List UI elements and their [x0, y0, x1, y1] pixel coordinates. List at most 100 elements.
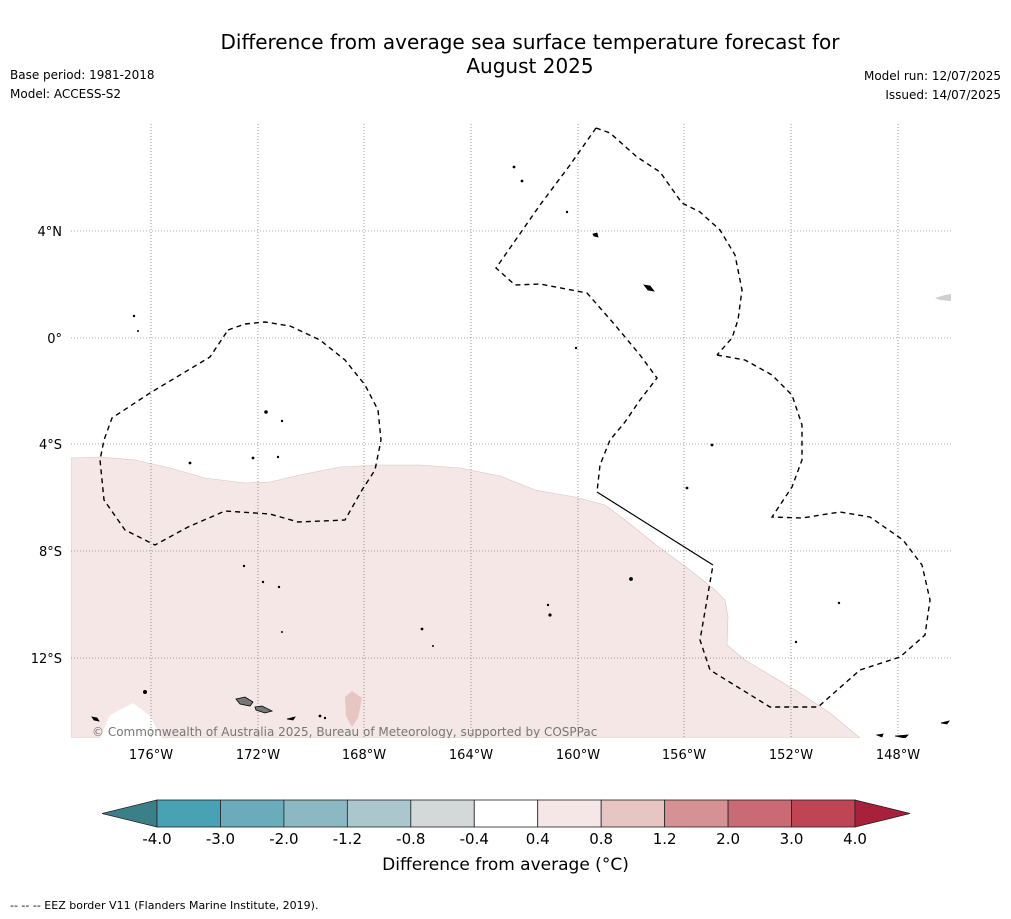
lat-label: 4°S [39, 438, 62, 453]
islands [91, 165, 950, 738]
map-title: Difference from average sea surface temp… [180, 30, 880, 78]
base-period-text: Base period: 1981-2018 [10, 68, 155, 82]
lon-label: 176°W [129, 748, 173, 763]
islet [136, 329, 139, 332]
colorbar-tick-label: 1.2 [653, 830, 677, 848]
colorbar-tick-label: 0.4 [526, 830, 550, 848]
colorbar-tick-label: -0.4 [460, 830, 489, 848]
islet [280, 631, 283, 634]
edge-sliver [935, 294, 951, 301]
anomaly-gap [100, 703, 162, 738]
colorbar-cell [600, 799, 666, 828]
meta-left: Base period: 1981-2018 Model: ACCESS-S2 [10, 66, 155, 104]
colorbar-unit: °C [601, 855, 623, 875]
islet [574, 346, 578, 350]
colorbar-cell [410, 799, 475, 828]
lon-label: 172°W [236, 748, 280, 763]
islet [548, 613, 552, 617]
lat-label: 0° [47, 332, 62, 347]
colorbar-cell [346, 799, 412, 828]
islet [546, 603, 550, 607]
colorbar-tick-label: 3.0 [780, 830, 804, 848]
colorbar-cell [283, 799, 348, 828]
colorbar-cell [220, 799, 285, 828]
lat-label: 8°S [39, 545, 62, 560]
islet [431, 645, 434, 648]
colorbar-cell [664, 799, 729, 828]
eez-border-central-south [699, 354, 931, 708]
lon-label: 160°W [556, 748, 600, 763]
islet [894, 734, 910, 738]
islet [286, 716, 296, 721]
islet [276, 455, 280, 459]
colorbar-under-arrow [101, 799, 158, 828]
islet [264, 410, 268, 414]
islet [420, 627, 424, 631]
islet [794, 640, 798, 644]
islet [323, 716, 327, 720]
colorbar-ticks: -4.0 -3.0 -2.0 -1.2 -0.8 -0.4 0.4 0.8 1.2 2.0 3.0 4… [142, 830, 867, 848]
meta-right: Model run: 12/07/2025 Issued: 14/07/2025 [864, 67, 1001, 105]
islet [710, 443, 714, 447]
colorbar-cell [473, 799, 539, 828]
colorbar-cell [727, 799, 792, 828]
title-line-2: August 2025 [466, 54, 594, 78]
island-large-2 [254, 705, 274, 714]
colorbar-tick-label: -2.0 [269, 830, 298, 848]
colorbar-tick-label: -3.0 [206, 830, 235, 848]
latitude-labels: 4°N 0° 4°S 8°S 12°S [31, 225, 62, 667]
copyright-text: © Commonwealth of Australia 2025, Bureau… [92, 725, 597, 739]
islet [565, 210, 569, 214]
islet [251, 456, 255, 460]
footer-note: -- -- -- EEZ border V11 (Flanders Marine… [10, 899, 319, 912]
title-line-1: Difference from average sea surface temp… [220, 30, 840, 54]
islet [512, 165, 516, 169]
eez-border-central-west [495, 127, 658, 493]
colorbar-tick-label: -0.8 [396, 830, 425, 848]
islet [940, 720, 950, 725]
anomaly-region [71, 456, 861, 738]
lon-label: 168°W [342, 748, 386, 763]
island-large-1 [235, 696, 254, 707]
lon-label: 148°W [876, 748, 920, 763]
colorbar-cell [156, 799, 221, 828]
colorbar-tick-label: -1.2 [333, 830, 362, 848]
colorbar-cell [537, 799, 602, 828]
boundary-solid [596, 491, 714, 566]
lon-label: 164°W [449, 748, 493, 763]
islet [592, 232, 599, 238]
colorbar-label-text: Difference from average ( [382, 855, 602, 875]
colorbar-cell [791, 799, 856, 828]
eez-border-west [99, 321, 382, 546]
colorbar-cells [156, 799, 856, 828]
colorbar-tick-label: -4.0 [142, 830, 171, 848]
islet [261, 580, 265, 584]
colorbar-over-arrow [854, 799, 911, 828]
islet [629, 577, 633, 581]
lat-label: 12°S [31, 652, 62, 667]
islet [277, 585, 281, 589]
model-text: Model: ACCESS-S2 [10, 87, 122, 101]
lon-label: 156°W [662, 748, 706, 763]
islet [242, 564, 246, 568]
model-run-text: Model run: 12/07/2025 [863, 69, 1001, 83]
islet [685, 486, 689, 490]
gridlines [71, 124, 951, 738]
anomaly-patch [345, 691, 362, 727]
lon-label: 152°W [769, 748, 813, 763]
eez-borders [99, 127, 931, 708]
islet [188, 461, 192, 465]
longitude-labels: 176°W 172°W 168°W 164°W 160°W 156°W 152°… [129, 748, 920, 763]
colorbar-tick-label: 0.8 [589, 830, 613, 848]
islet [132, 314, 136, 318]
issued-text: Issued: 14/07/2025 [885, 88, 1001, 102]
colorbar-label: Difference from average (°C) [382, 855, 629, 875]
eez-border-central [595, 127, 743, 356]
colorbar-tick-label: 4.0 [843, 830, 867, 848]
islet [142, 690, 147, 695]
islet [520, 179, 524, 183]
islet [318, 714, 322, 718]
colorbar: -4.0 -3.0 -2.0 -1.2 -0.8 -0.4 0.4 0.8 1.2 2.0 3.0 4… [101, 799, 911, 848]
islet [280, 419, 284, 423]
